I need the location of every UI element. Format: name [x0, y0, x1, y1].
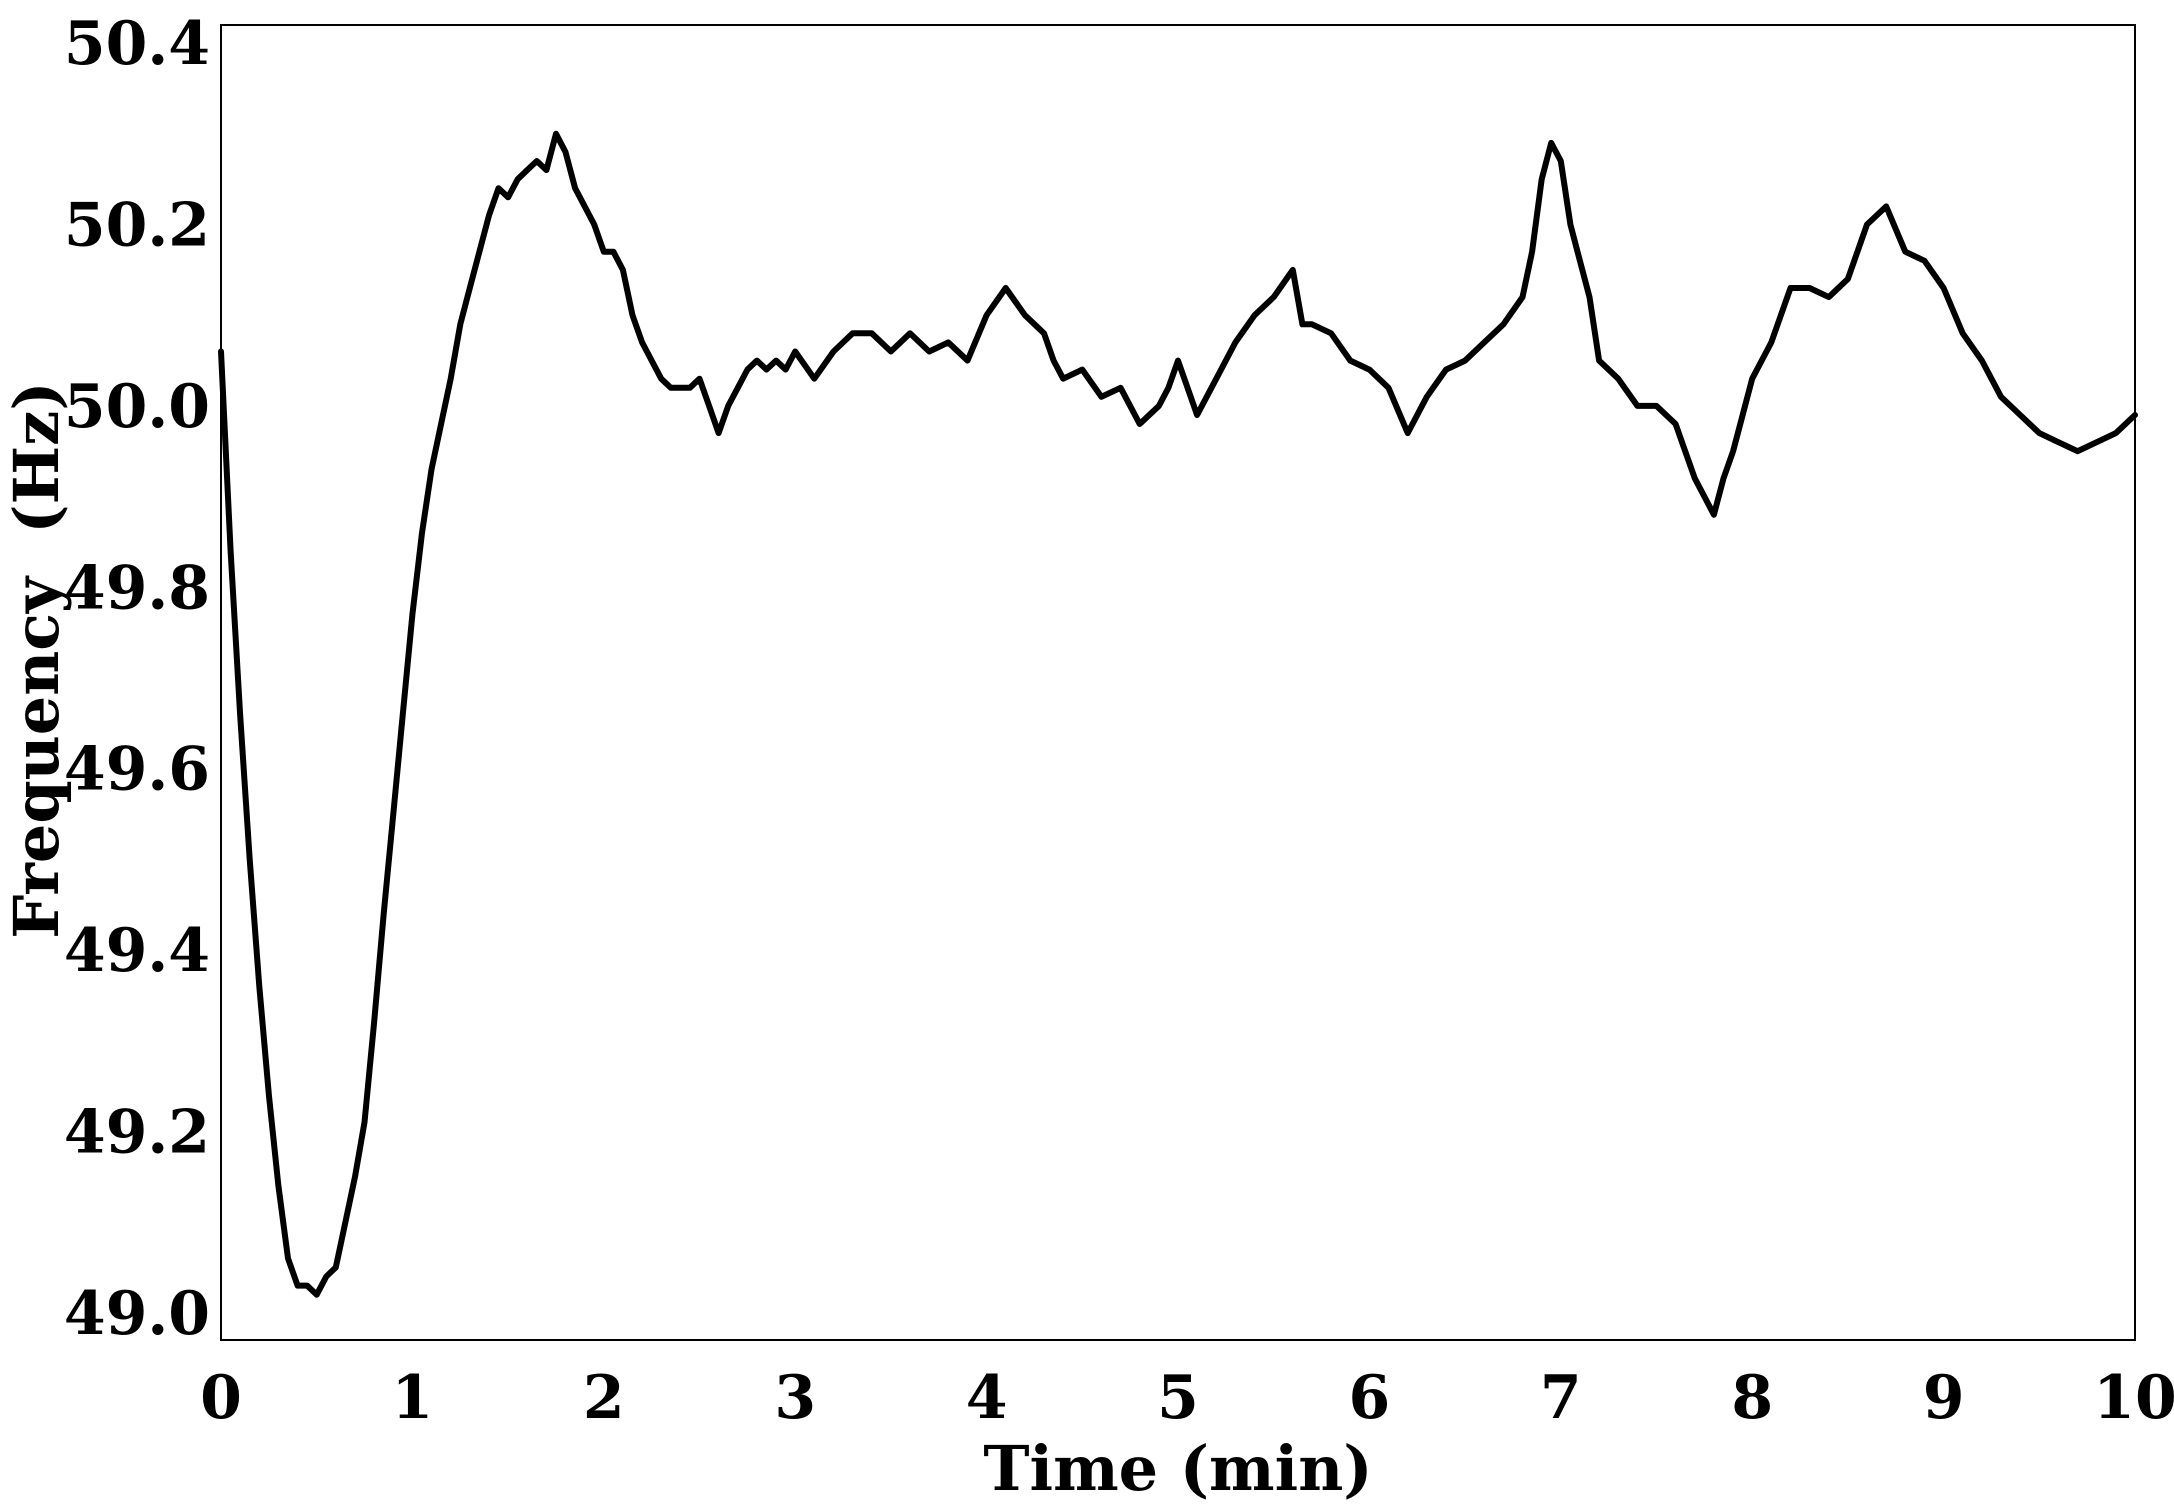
y-tick-label: 49.2: [64, 1097, 210, 1167]
y-tick-labels: 49.0 49.2 49.4 49.6 49.8 50.0 50.2 50.4: [64, 9, 210, 1349]
x-tick-label: 1: [392, 1363, 434, 1433]
x-tick-label: 4: [966, 1363, 1008, 1433]
y-tick-label: 50.4: [64, 9, 210, 79]
frequency-line: [218, 130, 2138, 1298]
x-tick-label: 5: [1157, 1363, 1199, 1433]
y-axis-label: Frequency (Hz): [0, 381, 73, 938]
y-tick-label: 49.6: [64, 735, 210, 805]
x-tick-label: 3: [774, 1363, 816, 1433]
y-tick-label: 50.0: [64, 372, 210, 442]
x-tick-label: 9: [1923, 1363, 1965, 1433]
x-tick-label: 7: [1540, 1363, 1582, 1433]
y-tick-label: 50.2: [64, 191, 210, 261]
plot-frame: [220, 24, 2136, 1341]
x-tick-label: 6: [1349, 1363, 1391, 1433]
y-tick-label: 49.4: [64, 916, 210, 986]
x-tick-label: 10: [2093, 1363, 2174, 1433]
x-tick-label: 0: [200, 1363, 242, 1433]
x-tick-label: 8: [1731, 1363, 1773, 1433]
x-tick-label: 2: [583, 1363, 625, 1433]
y-tick-label: 49.8: [64, 553, 210, 623]
x-tick-labels: 0 1 2 3 4 5 6 7 8 9 10: [200, 1363, 2174, 1433]
x-axis-label: Time (min): [983, 1432, 1372, 1505]
y-tick-label: 49.0: [64, 1279, 210, 1349]
